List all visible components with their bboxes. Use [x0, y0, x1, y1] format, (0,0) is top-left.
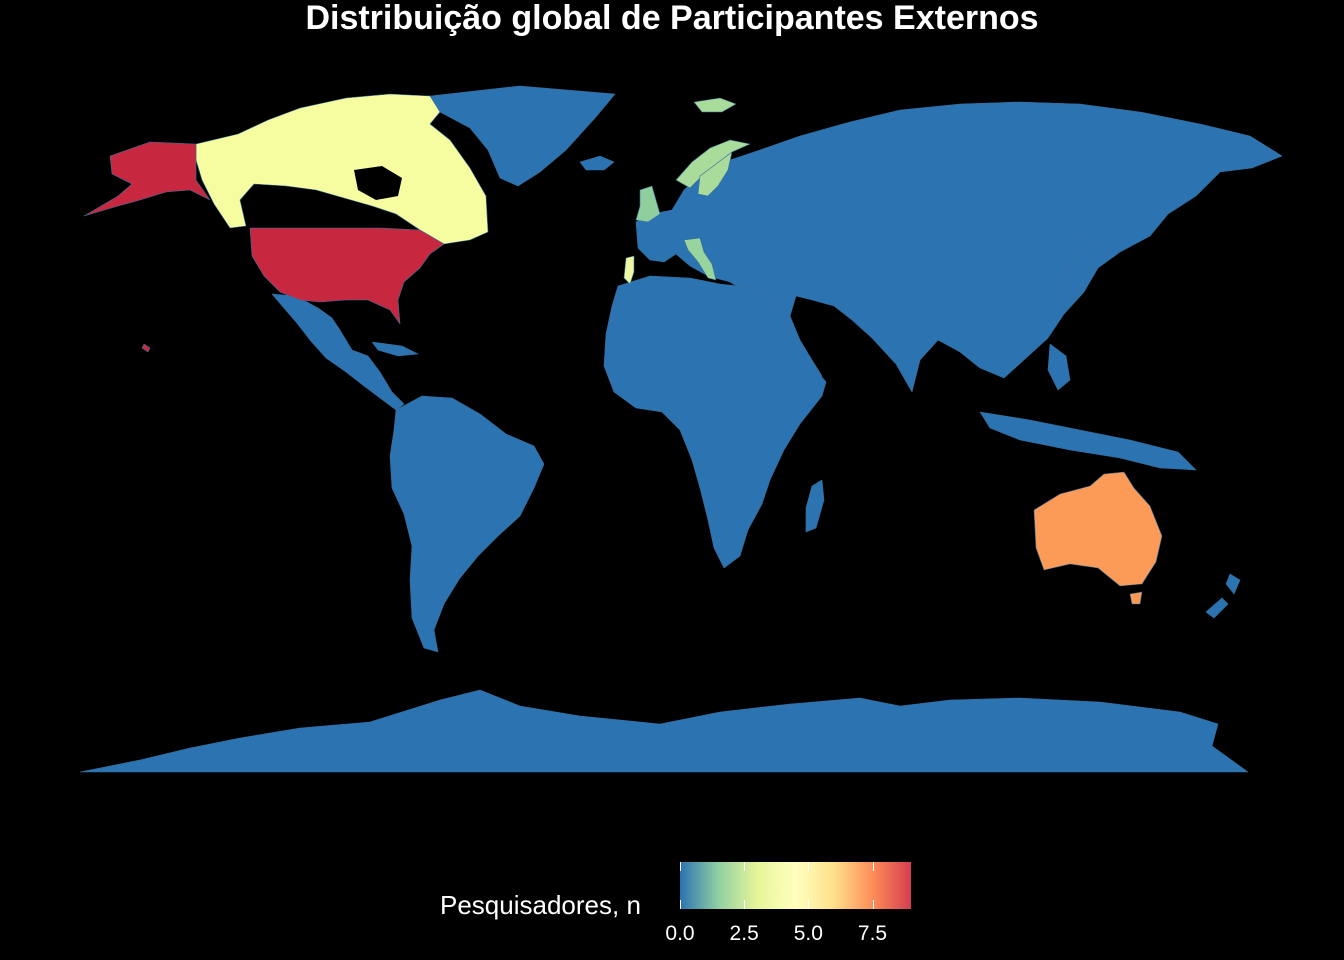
legend-color-bar	[680, 862, 911, 909]
legend-tick-label: 2.5	[729, 922, 759, 945]
region-canada	[195, 93, 489, 245]
region-japan	[1059, 231, 1095, 307]
legend-title: Pesquisadores, n	[440, 890, 641, 920]
region-hudson-bay	[354, 166, 402, 200]
legend-tick-mark	[872, 900, 874, 909]
region-svalbard	[693, 97, 737, 113]
region-alaska	[83, 141, 211, 217]
region-antarctica	[79, 689, 1249, 773]
region-tasmania	[1129, 591, 1143, 605]
legend-tick-label: 5.0	[793, 922, 823, 945]
map-title: Distribuição global de Participantes Ext…	[305, 0, 1039, 37]
region-sweden	[697, 151, 733, 197]
region-africa	[603, 275, 827, 569]
legend-tick-mark	[744, 862, 746, 871]
region-philippines	[1047, 343, 1071, 391]
legend-tick-label: 0.0	[665, 922, 695, 945]
legend-tick-mark	[808, 900, 810, 909]
legend-gradient	[680, 862, 911, 909]
region-hawaii	[141, 343, 151, 353]
region-new-zealand	[1205, 573, 1241, 619]
region-madagascar	[805, 479, 825, 533]
region-uk	[635, 185, 661, 223]
region-south-america	[389, 395, 545, 653]
legend-tick-mark	[680, 862, 681, 871]
legend-tick-mark	[680, 900, 681, 909]
region-italy	[683, 237, 717, 281]
legend-tick-mark	[872, 862, 874, 871]
legend-tick-mark	[744, 900, 746, 909]
legend-tick-label: 7.5	[857, 922, 888, 945]
region-australia	[1033, 471, 1163, 587]
region-greenland	[429, 85, 616, 187]
region-indonesia	[979, 411, 1197, 471]
region-usa	[249, 227, 445, 325]
region-central-america	[271, 293, 405, 411]
legend-tick-mark	[808, 862, 810, 871]
region-portugal	[623, 255, 635, 285]
region-caribbean	[371, 341, 419, 357]
region-iceland	[579, 155, 615, 171]
